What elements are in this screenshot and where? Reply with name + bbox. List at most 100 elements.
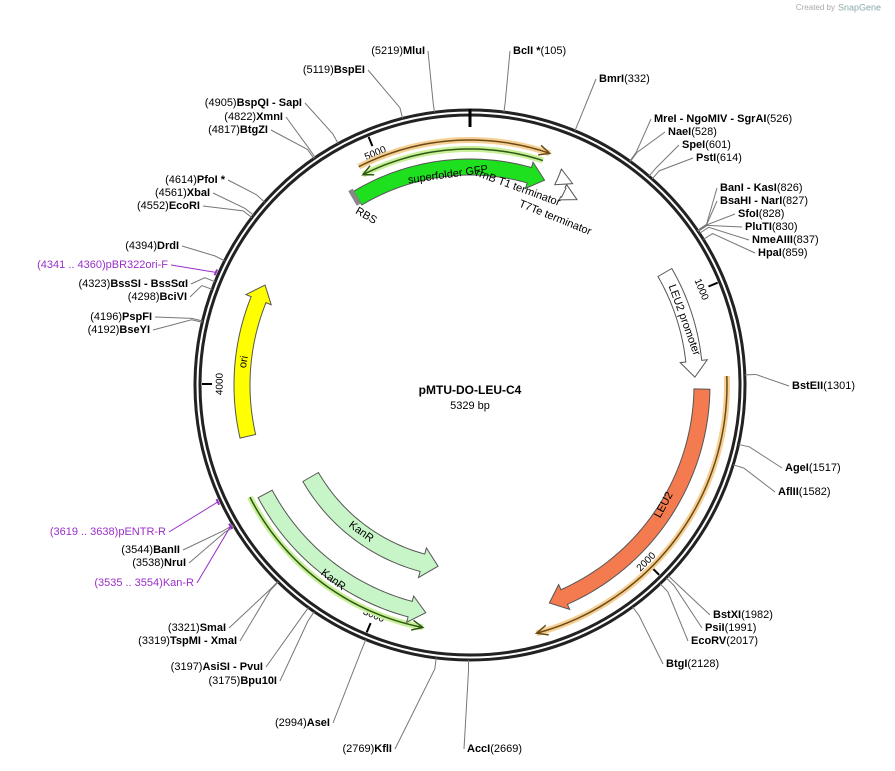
enzyme-name: SpeI	[682, 139, 705, 151]
enzyme-label: PstI(614)	[696, 152, 742, 164]
primer-site: (3535 .. 3554)	[94, 577, 163, 589]
enzyme-label: NmeAIII(837)	[752, 234, 819, 246]
enzyme-site: (3544)	[121, 544, 153, 556]
enzyme-name: EcoRI	[169, 200, 200, 212]
enzyme-name: AccI	[467, 743, 490, 755]
cut-site-line	[271, 130, 314, 159]
cut-site-line	[368, 70, 403, 118]
enzyme-label: BanI - KasI(826)	[720, 182, 803, 194]
cut-site-line	[182, 246, 225, 261]
enzyme-name: MreI - NgoMIV - SgrAI	[654, 113, 766, 125]
enzyme-site: (837)	[793, 234, 819, 246]
primer-name: Kan-R	[163, 577, 194, 589]
enzyme-label: (5119)BspEI	[303, 64, 365, 76]
primer-leader	[171, 265, 216, 272]
enzyme-label: (3175)Bpu10I	[209, 675, 277, 687]
enzyme-name: XmnI	[256, 111, 283, 123]
enzyme-name: KflI	[374, 743, 392, 755]
enzyme-label: AgeI(1517)	[785, 462, 841, 474]
cut-site-line	[428, 51, 434, 112]
enzyme-site: (1582)	[799, 486, 831, 498]
enzyme-label: (4394)DrdI	[125, 240, 179, 252]
brand-prefix: Created by	[796, 3, 835, 12]
enzyme-name: NaeI	[668, 126, 691, 138]
enzyme-label: (3197)AsiSI - PvuI	[171, 661, 263, 673]
cut-site-line	[464, 660, 469, 749]
enzyme-name: BseYI	[119, 324, 150, 336]
enzyme-label: BstEII(1301)	[792, 380, 855, 392]
cut-site-line	[240, 582, 278, 641]
enzyme-site: (2669)	[490, 743, 522, 755]
enzyme-label: (3321)SmaI	[168, 622, 226, 634]
enzyme-name: BspQI - SapI	[237, 97, 302, 109]
enzyme-site: (4192)	[88, 324, 120, 336]
cut-site-line	[649, 145, 679, 176]
enzyme-label: (4561)XbaI	[155, 187, 210, 199]
primer-label: (4341 .. 4360)pBR322ori-F	[37, 259, 168, 271]
enzyme-name: BstEII	[792, 380, 823, 392]
enzyme-name: PfoI *	[197, 174, 226, 186]
enzyme-site: (1982)	[741, 609, 773, 621]
plasmid-name: pMTU-DO-LEU-C4	[419, 383, 522, 397]
cut-site-line	[652, 158, 693, 179]
feature-arrow	[555, 169, 573, 185]
enzyme-site: (4323)	[79, 278, 111, 290]
enzyme-site: (2017)	[726, 635, 758, 647]
enzyme-site: (332)	[624, 73, 650, 85]
enzyme-label: HpaI(859)	[758, 247, 808, 259]
cut-site-line	[280, 612, 314, 681]
cut-site-line	[630, 119, 651, 161]
enzyme-name: BanI - KasI	[720, 182, 777, 194]
enzyme-name: PspFI	[122, 311, 152, 323]
enzyme-site: (3197)	[171, 661, 203, 673]
enzyme-site: (4817)	[208, 124, 240, 136]
enzyme-site: (830)	[772, 221, 798, 233]
cut-site-line	[213, 193, 254, 215]
cut-site-line	[630, 132, 665, 162]
enzyme-label: (4614)PfoI *	[165, 174, 226, 186]
enzyme-site: (526)	[766, 113, 792, 125]
ruler-label: 4000	[215, 372, 226, 395]
brand-name: SnapGene	[838, 2, 881, 12]
enzyme-name: BanII	[153, 544, 180, 556]
enzyme-site: (2994)	[275, 717, 307, 729]
enzyme-name: SfoI	[738, 208, 759, 220]
plasmid-length: 5329 bp	[450, 400, 490, 412]
cut-site-line	[504, 51, 510, 112]
cut-site-line	[698, 201, 717, 231]
enzyme-name: BsaHI - NarI	[720, 195, 782, 207]
enzyme-name: BspEI	[334, 64, 365, 76]
enzyme-site: (4552)	[137, 200, 169, 212]
cut-site-line	[333, 640, 366, 723]
enzyme-name: BtgI	[666, 658, 687, 670]
enzyme-label: AflII(1582)	[778, 486, 831, 498]
feature-label: RBS	[353, 205, 379, 227]
enzyme-name: NruI	[164, 557, 186, 569]
enzyme-site: (3538)	[132, 557, 164, 569]
enzyme-label: BtgI(2128)	[666, 658, 719, 670]
enzyme-site: (4298)	[128, 291, 160, 303]
primer-label: (3535 .. 3554)Kan-R	[94, 577, 194, 589]
enzyme-site: (1991)	[725, 622, 757, 634]
primer-label: (3619 .. 3638)pENTR-R	[50, 526, 166, 538]
enzyme-name: BciVI	[159, 291, 187, 303]
enzyme-site: (826)	[777, 182, 803, 194]
enzyme-name: PsiI	[705, 622, 725, 634]
primer-name: pENTR-R	[118, 526, 166, 538]
enzyme-label: (4822)XmnI	[224, 111, 283, 123]
primer-site: (3619 .. 3638)	[50, 526, 119, 538]
enzyme-name: BssSI - BssSαI	[110, 278, 188, 290]
enzyme-label: (4817)BtgZI	[208, 124, 268, 136]
enzyme-name: AseI	[307, 717, 330, 729]
enzyme-name: AgeI	[785, 462, 809, 474]
enzyme-site: (4394)	[125, 240, 157, 252]
enzyme-label: SpeI(601)	[682, 139, 731, 151]
enzyme-label: EcoRV(2017)	[691, 635, 758, 647]
enzyme-label: NaeI(528)	[668, 126, 717, 138]
enzyme-label: BsaHI - NarI(827)	[720, 195, 808, 207]
enzyme-site: (3319)	[138, 635, 170, 647]
enzyme-site: (601)	[705, 139, 731, 151]
cut-site-line	[228, 180, 265, 202]
enzyme-name: EcoRV	[691, 635, 727, 647]
